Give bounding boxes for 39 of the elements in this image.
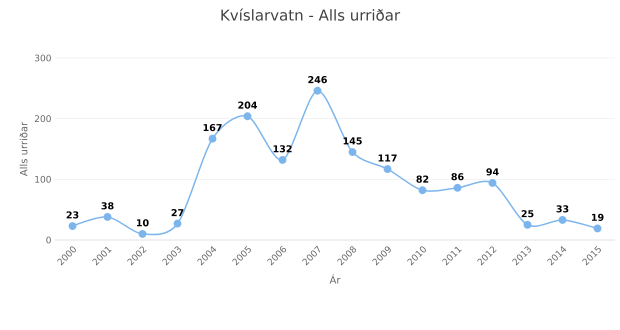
data-label: 94 (486, 168, 499, 176)
data-label: 145 (344, 137, 362, 145)
data-label: 246 (308, 76, 327, 84)
data-label: 38 (102, 202, 114, 210)
y-axis-title: Alls urriðar (20, 122, 28, 176)
point (384, 165, 392, 173)
data-label: 86 (451, 173, 464, 180)
y-tick-label: 100 (35, 176, 51, 183)
point (208, 134, 216, 143)
point (488, 179, 496, 187)
point (594, 224, 602, 232)
point (174, 220, 182, 228)
data-label: 82 (416, 176, 428, 183)
point (558, 216, 566, 224)
point (454, 184, 462, 192)
x-axis-title: Ár (330, 274, 340, 284)
y-tick-label: 200 (34, 115, 51, 122)
data-label: 167 (204, 124, 222, 132)
y-tick-label: 300 (34, 54, 51, 62)
data-label: 204 (238, 102, 257, 109)
point (244, 112, 252, 120)
y-tick-label: 0 (46, 236, 51, 244)
point (68, 222, 76, 230)
point (418, 186, 426, 194)
data-label: 117 (378, 154, 397, 162)
point (524, 220, 532, 229)
point (138, 230, 146, 238)
point (314, 86, 322, 95)
point (104, 212, 112, 221)
data-label: 23 (66, 211, 78, 219)
point (348, 148, 356, 156)
point (278, 156, 286, 164)
chart-title: Kvíslarvatn - Alls urriðar (221, 8, 400, 21)
data-label: 19 (592, 214, 604, 221)
data-label: 25 (522, 210, 534, 218)
data-label: 33 (556, 205, 568, 212)
data-label: 10 (136, 219, 149, 226)
data-label: 132 (274, 145, 292, 152)
data-label: 27 (172, 209, 184, 216)
